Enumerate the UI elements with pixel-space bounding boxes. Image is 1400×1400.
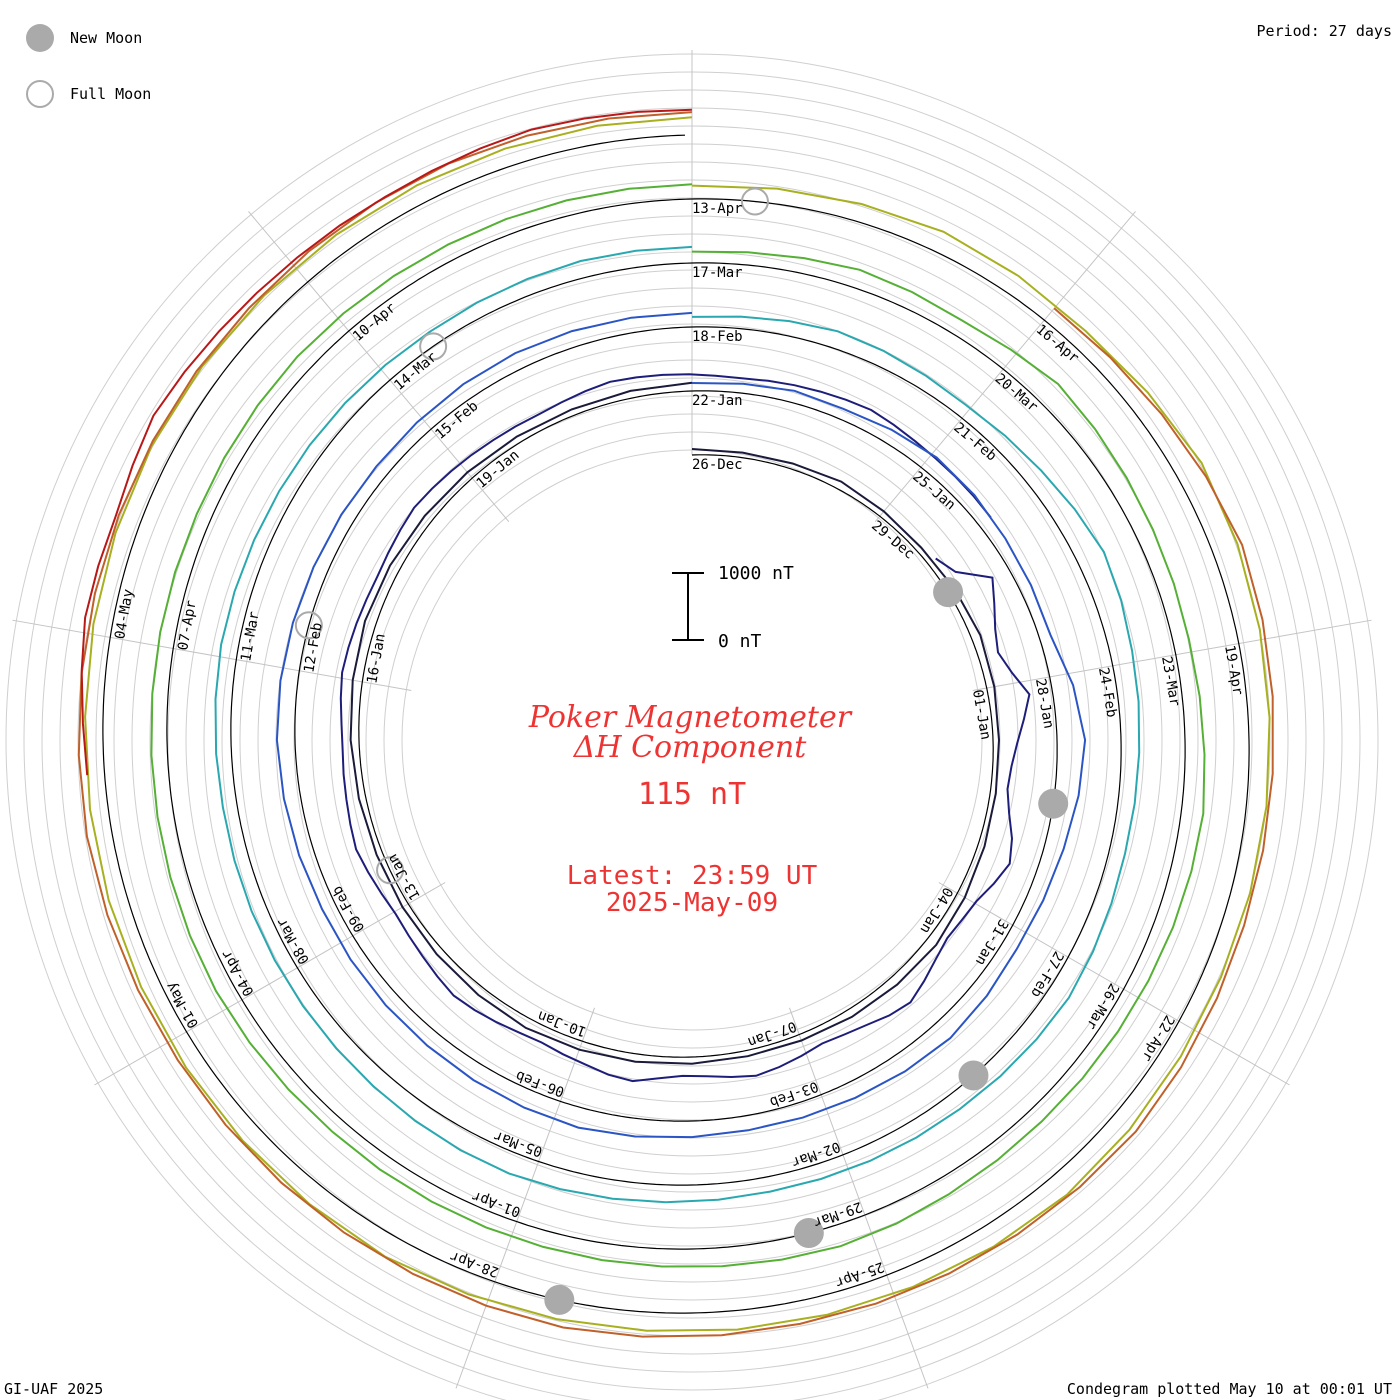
full-moon-icon [26,80,54,108]
new-moon-marker [958,1060,989,1091]
date-label: 29-Dec [868,518,917,563]
scale-bar-bottom-label: 0 nT [718,631,762,652]
latest-date-label: 2025-May-09 [606,888,778,918]
scale-bar: 1000 nT 0 nT [672,563,794,652]
date-label: 07-Jan [746,1018,799,1050]
date-label: 19-Jan [473,447,522,492]
legend-full-moon-label: Full Moon [70,85,152,103]
new-moon-marker [1038,788,1069,819]
chart-titles: Poker Magnetometer ΔH Component 115 nT L… [528,700,853,918]
full-moon-marker [376,856,405,885]
moon-legend: New Moon Full Moon [26,10,151,122]
new-moon-marker [933,577,964,608]
latest-time-label: Latest: 23:59 UT [567,861,818,891]
date-label: 04-May [112,588,137,641]
period-label: Period: 27 days [1256,22,1392,40]
series-line-7 [77,111,1274,1338]
date-label: 13-Apr [692,201,743,217]
date-label: 07-Apr [175,599,200,652]
legend-new-moon-label: New Moon [70,29,143,47]
grid-spoke [455,1007,595,1389]
date-label: 03-Feb [767,1078,820,1110]
chart-moons [294,187,1069,1315]
date-label: 17-Mar [692,265,743,281]
grid-spoke [874,211,1136,522]
series-line-2 [339,373,1031,1083]
date-label: 01-Apr [470,1187,523,1219]
date-label: 10-Apr [350,300,399,345]
legend-new-moon: New Moon [26,10,151,66]
new-moon-icon [26,24,54,52]
date-label: 26-Dec [692,457,743,473]
chart-title: Poker Magnetometer [528,700,853,735]
grid-spoke [248,211,510,522]
full-moon-marker [419,332,448,361]
grid-spoke [12,619,412,692]
chart-baseline-spiral [102,134,1250,1314]
grid-spoke [972,619,1372,692]
series-line-5 [150,183,1206,1268]
baseline-spiral [102,134,1250,1314]
plotted-timestamp: Condegram plotted May 10 at 00:01 UT [1066,1380,1392,1398]
date-label: 13-Jan [385,851,424,903]
date-label: 16-Jan [364,632,389,685]
date-label: 01-Jan [969,688,994,741]
date-label: 12-Feb [301,621,326,674]
date-label: 18-Feb [692,329,743,345]
chart-spokes [12,50,1372,1389]
legend-full-moon: Full Moon [26,66,151,122]
date-label: 05-Mar [492,1127,545,1159]
series-line-4 [214,245,1141,1204]
series-line-6 [84,116,1271,1332]
date-label: 01-May [163,979,202,1031]
date-label: 25-Jan [909,469,958,514]
series-line-3 [275,311,1087,1139]
series-line-8 [80,108,692,776]
date-label: 22-Jan [692,393,743,409]
date-label: 19-Apr [1221,644,1246,697]
chart-subtitle: ΔH Component [573,730,807,765]
date-label: 11-Mar [238,610,263,663]
date-label: 25-Apr [833,1258,886,1290]
grid-spoke [94,882,446,1086]
scale-bar-top-label: 1000 nT [718,563,794,584]
new-moon-marker [544,1284,575,1315]
full-moon-marker [740,187,769,216]
date-label: 24-Feb [1095,666,1120,719]
new-moon-marker [793,1217,824,1248]
date-label: 29-Mar [811,1198,864,1230]
date-label: 23-Mar [1158,655,1183,708]
date-label: 16-Apr [1033,322,1082,367]
current-value-label: 115 nT [638,777,746,812]
date-label: 04-Apr [218,947,257,999]
grid-spoke [938,882,1290,1086]
full-moon-marker [294,611,323,640]
credit-label: GI-UAF 2025 [4,1380,104,1398]
grid-spoke [789,1007,929,1389]
date-label: 06-Feb [514,1067,567,1099]
